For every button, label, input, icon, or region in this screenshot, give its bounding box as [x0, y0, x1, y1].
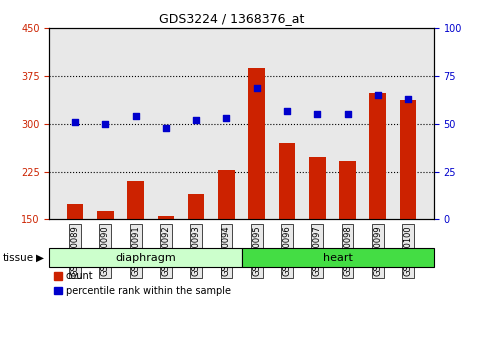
Point [253, 85, 261, 90]
Point [374, 92, 382, 98]
Bar [67, 204, 83, 219]
Text: heart: heart [323, 252, 352, 263]
Point [192, 117, 200, 123]
Point [162, 125, 170, 131]
Point [132, 113, 140, 119]
Bar [127, 181, 144, 219]
Bar [218, 170, 235, 219]
Text: ▶: ▶ [36, 252, 44, 263]
Bar [400, 100, 417, 219]
Legend: count, percentile rank within the sample: count, percentile rank within the sample [54, 271, 231, 296]
Bar [309, 157, 325, 219]
Point [71, 119, 79, 125]
Text: diaphragm: diaphragm [115, 252, 176, 263]
Text: GDS3224 / 1368376_at: GDS3224 / 1368376_at [159, 12, 304, 25]
Bar [339, 161, 356, 219]
Bar [369, 93, 386, 219]
Point [404, 96, 412, 102]
Bar [279, 143, 295, 219]
Bar [188, 194, 205, 219]
Point [283, 108, 291, 113]
Bar [248, 68, 265, 219]
Point [102, 121, 109, 127]
Point [222, 115, 230, 121]
Text: tissue: tissue [2, 252, 34, 263]
Bar [97, 211, 114, 219]
Point [344, 112, 352, 117]
Bar [158, 216, 174, 219]
Point [313, 112, 321, 117]
